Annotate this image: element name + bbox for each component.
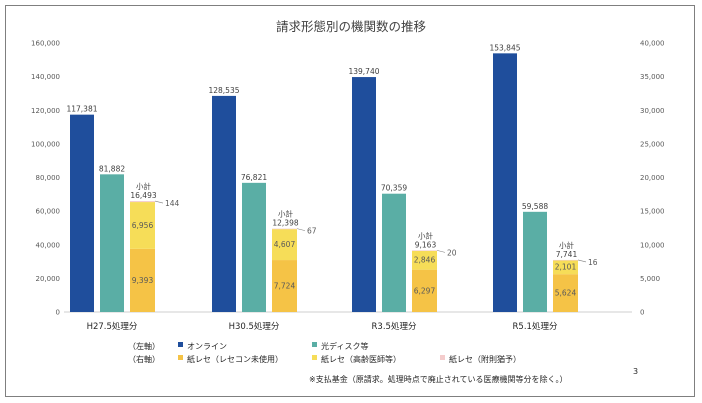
bar-online [70, 114, 94, 312]
left-axis-tick-label: 120,000 [31, 107, 60, 115]
value-label-online: 153,845 [489, 43, 520, 52]
left-axis-ticks: 0 20,000 40,000 60,000 80,000 100,000 120,000 1… [31, 40, 60, 317]
leader-line-grace-period [577, 259, 587, 263]
value-label-paper-1: 7,724 [274, 282, 296, 291]
value-label-paper-3: 20 [447, 248, 457, 257]
bar-segment-paper-1 [553, 274, 578, 312]
bar-segment-paper-1 [412, 269, 437, 312]
right-axis-tick-label: 0 [640, 309, 644, 317]
left-axis-tick-label: 140,000 [31, 73, 60, 81]
subtotal-value: 9,163 [415, 240, 437, 249]
value-label-optical-disk: 76,821 [241, 173, 267, 182]
bar-segment-paper-3 [272, 228, 297, 230]
value-label-paper-1: 9,393 [132, 276, 154, 285]
bar-segment-paper-2 [412, 250, 437, 270]
right-axis-tick-label: 20,000 [640, 174, 665, 182]
left-axis-tick-label: 40,000 [36, 241, 61, 249]
category-labels: H27.5処理分 H30.5処理分 R3.5処理分 R5.1処理分 [87, 321, 558, 332]
right-axis-tick-label: 10,000 [640, 241, 665, 249]
bar-optical-disk [242, 182, 266, 312]
value-label-paper-3: 16 [588, 258, 598, 267]
subtotal-value: 12,398 [272, 219, 298, 228]
bar-segment-paper-1 [272, 260, 297, 312]
subtotal-label: 小計 [418, 230, 433, 240]
value-label-paper-2: 2,101 [555, 263, 577, 272]
right-axis-tick-label: 30,000 [640, 107, 665, 115]
leader-line-grace-period [436, 250, 446, 253]
leader-line-grace-period [154, 200, 164, 204]
legend-left-axis-tag: （左軸） [128, 341, 160, 351]
legend-label-paper-elderly-doctor: 紙レセ（高齢医師等） [321, 354, 401, 364]
value-label-paper-3: 67 [307, 227, 317, 236]
page-number: 3 [633, 367, 638, 376]
left-axis-tick-label: 160,000 [31, 40, 60, 48]
right-axis-tick-label: 40,000 [640, 40, 665, 48]
right-axis-ticks: 0 5,000 10,000 15,000 20,000 25,000 30,000 35,0… [640, 40, 665, 317]
value-label-optical-disk: 70,359 [381, 184, 407, 193]
bar-online [212, 95, 236, 312]
legend-swatch-paper-grace-period [440, 355, 445, 360]
bar-segment-paper-2 [130, 202, 155, 249]
left-axis-tick-label: 60,000 [36, 208, 61, 216]
right-axis-tick-label: 25,000 [640, 140, 665, 148]
bar-segment-paper-1 [130, 248, 155, 312]
category-label: R3.5処理分 [372, 321, 417, 332]
legend-swatch-optical-disk [312, 342, 317, 347]
bar-optical-disk [523, 211, 547, 312]
legend-swatch-paper-elderly-doctor [312, 355, 317, 360]
value-label-paper-2: 4,607 [274, 240, 296, 249]
legend-label-optical-disk: 光ディスク等 [321, 341, 368, 351]
right-axis-tick-label: 5,000 [640, 275, 660, 283]
left-axis-tick-label: 20,000 [36, 275, 61, 283]
legend-right-axis-tag: （右軸） [128, 354, 160, 364]
subtotal-value: 7,741 [556, 250, 578, 259]
right-axis-tick-label: 35,000 [640, 73, 665, 81]
bar-optical-disk [382, 193, 406, 312]
value-label-optical-disk: 59,588 [522, 202, 548, 211]
category-label: H27.5処理分 [87, 321, 138, 332]
value-label-online: 117,381 [66, 105, 97, 114]
legend-swatch-paper-no-rececom [178, 355, 183, 360]
value-label-paper-2: 6,956 [132, 221, 154, 230]
value-label-online: 128,535 [208, 86, 239, 95]
value-label-paper-1: 5,624 [555, 289, 577, 298]
value-label-paper-3: 144 [165, 199, 180, 208]
bar-segment-paper-3 [412, 250, 437, 251]
legend: （左軸） （右軸） オンライン 光ディスク等 紙レセ（レセコン未使用） 紙レセ（… [128, 341, 521, 364]
chart-title: 請求形態別の機関数の推移 [276, 19, 426, 34]
bar-segment-paper-2 [272, 229, 297, 261]
value-label-online: 139,740 [348, 67, 379, 76]
subtotal-value: 16,493 [130, 191, 156, 200]
value-label-optical-disk: 81,882 [99, 164, 125, 173]
left-axis-tick-label: 0 [56, 309, 60, 317]
subtotal-label: 小計 [559, 240, 574, 250]
legend-label-paper-grace-period: 紙レセ（附則猶予） [449, 354, 521, 364]
source-note: ※支払基金（原請求。処理時点で廃止されている医療機関等分を除く。） [309, 374, 567, 384]
legend-label-online: オンライン [187, 342, 227, 351]
legend-label-paper-no-rececom: 紙レセ（レセコン未使用） [187, 354, 283, 364]
left-axis-tick-label: 80,000 [36, 174, 61, 182]
bars [70, 53, 578, 313]
legend-swatch-online [178, 342, 183, 347]
value-label-paper-1: 6,297 [414, 286, 436, 295]
category-label: R5.1処理分 [513, 321, 558, 332]
left-axis-tick-label: 100,000 [31, 140, 60, 148]
bar-segment-paper-3 [553, 259, 578, 261]
value-label-paper-2: 2,846 [414, 256, 436, 265]
bar-online [352, 77, 376, 312]
subtotal-label: 小計 [278, 209, 293, 219]
bar-segment-paper-3 [130, 201, 155, 203]
subtotal-label: 小計 [136, 181, 151, 191]
category-label: H30.5処理分 [229, 321, 280, 332]
bar-segment-paper-2 [553, 260, 578, 275]
right-axis-tick-label: 15,000 [640, 208, 665, 216]
bar-optical-disk [100, 174, 124, 312]
data-labels: 117,38181,8829,3936,95614416,493小計128,53… [66, 43, 597, 297]
bar-online [493, 53, 517, 313]
leader-line-grace-period [296, 228, 306, 231]
